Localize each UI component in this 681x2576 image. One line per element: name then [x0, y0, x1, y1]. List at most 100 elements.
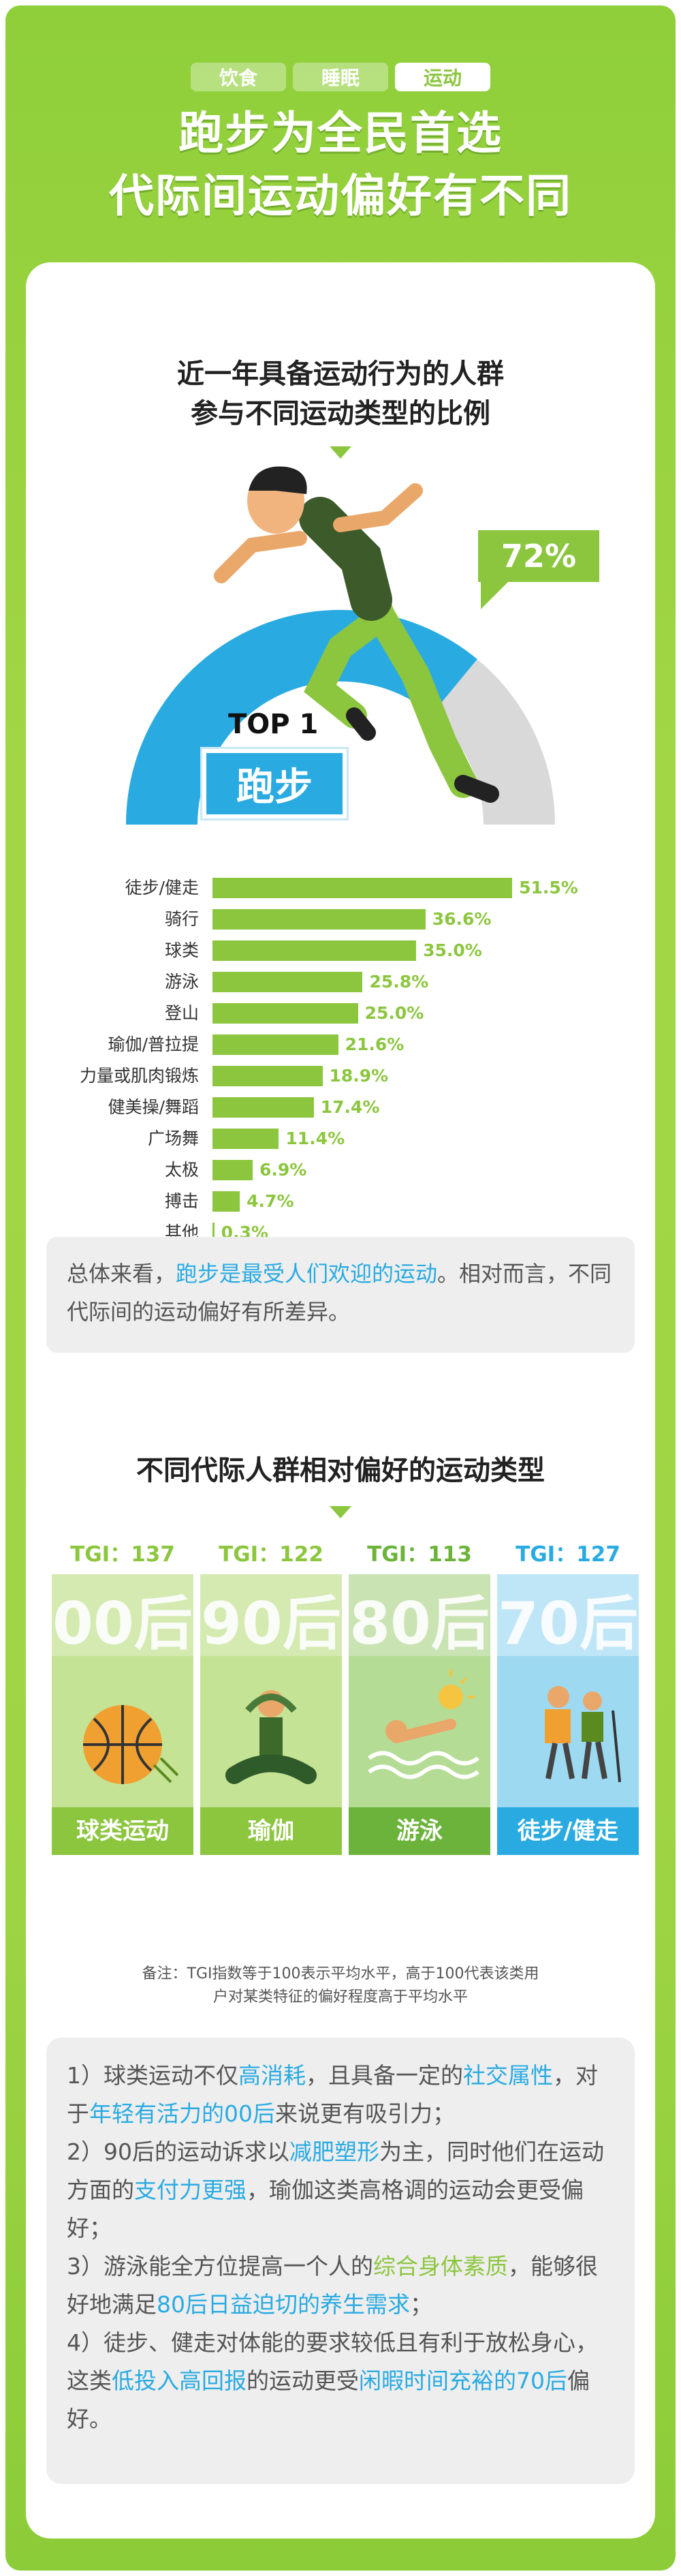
analysis-highlight: 年轻有活力的00后	[89, 2100, 275, 2127]
tgi-value: TGI：113	[367, 1542, 472, 1567]
summary-text-2: 。相对而言，不同代际间的运动偏好有所差异。	[67, 1261, 612, 1325]
analysis-text: ，能够很好地满足	[67, 2253, 598, 2318]
bar-category-label: 瑜伽/普拉提	[108, 1034, 199, 1054]
bar	[212, 909, 426, 930]
bar-row: 骑行 36.6%	[0, 904, 681, 935]
bar	[212, 972, 363, 992]
down-arrow-icon	[330, 1506, 351, 1518]
bar-category-label: 太极	[164, 1160, 199, 1180]
bar-value-label: 11.4%	[285, 1129, 345, 1148]
page-title-line1: 跑步为全民首选	[178, 107, 503, 159]
page-title-line2: 代际间运动偏好有不同	[109, 170, 572, 222]
bar-value-label: 6.9%	[259, 1160, 307, 1180]
column-header-bg	[52, 1574, 193, 1656]
analysis-paragraph: 1）球类运动不仅高消耗，且具备一定的社交属性，对于年轻有活力的00后来说更有吸引…	[67, 2057, 614, 2133]
column-header-bg	[497, 1574, 639, 1656]
chart-title: 近一年具备运动行为的人群 参与不同运动类型的比例	[0, 354, 681, 433]
top1-label: TOP 1	[228, 709, 319, 740]
analysis-box: 1）球类运动不仅高消耗，且具备一定的社交属性，对于年轻有活力的00后来说更有吸引…	[46, 2038, 635, 2484]
bar	[212, 1003, 358, 1024]
bar-value-label: 25.0%	[364, 1003, 424, 1023]
analysis-highlight: 低投入高回报	[112, 2367, 247, 2394]
generation-title: 不同代际人群相对偏好的运动类型	[136, 1455, 545, 1486]
summary-box: 总体来看，跑步是最受人们欢迎的运动。相对而言，不同代际间的运动偏好有所差异。	[46, 1237, 635, 1353]
generation-column: 00后 球类运动	[52, 1574, 193, 1855]
analysis-text: 1）球类运动不仅	[67, 2062, 238, 2089]
tab-diet[interactable]: 饮食	[191, 63, 286, 91]
analysis-highlight: 高消耗	[238, 2062, 306, 2089]
tgi-value: TGI：127	[516, 1542, 620, 1567]
analysis-paragraph: 3）游泳能全方位提高一个人的综合身体素质，能够很好地满足80后日益迫切的养生需求…	[67, 2248, 614, 2324]
analysis-text: ，对于	[67, 2062, 598, 2127]
bar-value-label: 17.4%	[320, 1097, 380, 1117]
chart-title-line2: 参与不同运动类型的比例	[191, 398, 490, 429]
tgi-note-line2: 户对某类特征的偏好程度高于平均水平	[212, 1989, 468, 2006]
analysis-text: 来说更有吸引力；	[275, 2100, 455, 2127]
analysis-highlight: 闲暇时间充裕的70后	[359, 2367, 567, 2394]
bar-category-label: 徒步/健走	[125, 878, 199, 898]
generation-age-label: 90后	[201, 1590, 341, 1658]
analysis-text: 4）徒步、健走对体能的要求较低且有利于放松身心，这类	[67, 2329, 598, 2394]
bar-category-label: 搏击	[164, 1191, 199, 1211]
swimmer-icon	[368, 1670, 479, 1779]
bar	[212, 1191, 240, 1212]
bar-row: 搏击 4.7%	[0, 1186, 681, 1217]
bar-category-label: 骑行	[164, 909, 199, 929]
column-header-bg	[349, 1574, 490, 1656]
analysis-text: 3）游泳能全方位提高一个人的	[67, 2253, 373, 2280]
bar-value-label: 18.9%	[329, 1066, 389, 1086]
generation-age-label: 70后	[498, 1590, 638, 1658]
tgi-note-line1: 备注：TGI指数等于100表示平均水平，高于100代表该类用	[142, 1965, 539, 1982]
bar	[212, 940, 417, 961]
category-tabs: 饮食 睡眠 运动	[0, 63, 681, 91]
analysis-paragraph: 4）徒步、健走对体能的要求较低且有利于放松身心，这类低投入高回报的运动更受闲暇时…	[67, 2324, 614, 2438]
generation-column: 80后游泳	[349, 1574, 490, 1855]
bar	[212, 1160, 253, 1180]
bar	[212, 1034, 338, 1055]
hiker-icon	[545, 1686, 621, 1783]
bar-value-label: 21.6%	[345, 1034, 405, 1054]
badge-pointer	[481, 579, 511, 609]
bar-row: 登山 25.0%	[0, 998, 681, 1029]
generation-age-label: 80后	[349, 1590, 490, 1658]
yoga-icon	[225, 1690, 317, 1784]
bar-category-label: 球类	[164, 940, 199, 960]
analysis-highlight: 80后日益迫切的养生需求	[157, 2291, 410, 2318]
analysis-text: ，且具备一定的	[306, 2062, 463, 2089]
bar-row: 健美操/舞蹈 17.4%	[0, 1092, 681, 1123]
chart-title-line1: 近一年具备运动行为的人群	[177, 358, 504, 390]
analysis-highlight: 减肥塑形	[289, 2138, 379, 2165]
bar-row: 瑜伽/普拉提 21.6%	[0, 1029, 681, 1060]
down-arrow-icon	[330, 446, 351, 459]
bar-row: 游泳 25.8%	[0, 966, 681, 998]
bar-category-label: 健美操/舞蹈	[108, 1097, 199, 1117]
sport-type-label: 游泳	[349, 1807, 490, 1855]
tgi-value: TGI：122	[219, 1542, 323, 1567]
analysis-text: ；	[410, 2291, 432, 2318]
bar	[212, 1066, 323, 1086]
generation-column: 70后徒步/健走	[497, 1574, 639, 1855]
sport-type-label: 球类运动	[52, 1807, 193, 1855]
bar-category-label: 登山	[164, 1003, 199, 1023]
analysis-text: 的运动更受	[247, 2367, 359, 2394]
bar	[212, 1129, 279, 1149]
analysis-highlight: 综合身体素质	[373, 2253, 508, 2280]
tab-sleep[interactable]: 睡眠	[293, 63, 388, 91]
bar-category-label: 广场舞	[147, 1129, 199, 1148]
bar	[212, 878, 513, 898]
bar-value-label: 35.0%	[423, 940, 482, 960]
analysis-text: ，瑜伽这类高格调的运动会更受偏好；	[67, 2177, 584, 2241]
analysis-paragraph: 2）90后的运动诉求以减肥塑形为主，同时他们在运动方面的支付力更强，瑜伽这类高格…	[67, 2133, 614, 2248]
summary-highlight: 跑步是最受人们欢迎的运动	[176, 1261, 438, 1287]
bar-row: 球类 35.0%	[0, 935, 681, 966]
generation-column: 90后 瑜伽	[200, 1574, 342, 1855]
sport-type-label: 徒步/健走	[497, 1807, 639, 1855]
bar-value-label: 4.7%	[247, 1191, 294, 1211]
tgi-value: TGI：137	[70, 1542, 175, 1567]
bar	[212, 1223, 215, 1243]
bar-category-label: 力量或肌肉锻炼	[79, 1066, 199, 1086]
bar-row: 广场舞 11.4%	[0, 1123, 681, 1154]
runner-icon	[214, 466, 499, 803]
tab-exercise[interactable]: 运动	[395, 63, 490, 91]
